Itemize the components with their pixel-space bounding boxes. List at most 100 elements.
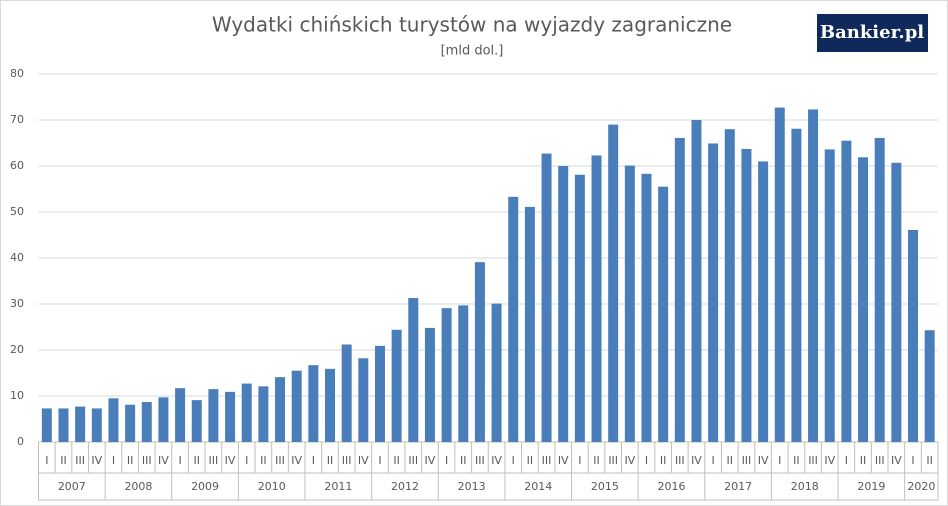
bar [808,109,819,443]
bar [208,389,219,442]
bar [358,358,369,442]
bar [858,157,869,442]
x-tick-label: II [327,454,334,467]
x-tick-label: IV [891,454,902,467]
year-label: 2015 [591,480,619,493]
x-tick-label: II [127,454,134,467]
x-tick-label: I [778,454,781,467]
x-tick-label: I [445,454,448,467]
bar [325,368,336,442]
x-tick-label: IV [91,454,102,467]
bar [591,155,602,443]
y-tick-label: 40 [10,251,24,264]
chart-subtitle: [mld dol.] [441,44,504,59]
x-tick-label: IV [558,454,569,467]
x-tick-label: I [112,454,115,467]
bar [225,391,236,442]
x-tick-label: III [542,454,552,467]
bar [158,397,169,442]
x-tick-label: I [245,454,248,467]
y-tick-label: 60 [10,159,24,172]
x-tick-label: III [875,454,885,467]
year-label: 2014 [524,480,552,493]
bar [708,143,719,442]
bar [175,388,186,442]
bar [91,408,102,442]
bar [774,107,785,442]
bar [508,196,519,442]
bar [141,401,152,442]
year-label: 2019 [857,480,885,493]
bar [108,398,119,442]
year-label: 2020 [907,480,935,493]
y-tick-label: 20 [10,343,24,356]
x-tick-label: III [75,454,85,467]
bar [724,129,735,442]
bar [674,137,685,442]
bar [624,165,635,443]
year-label: 2012 [391,480,419,493]
chart-title: Wydatki chińskich turystów na wyjazdy za… [212,13,732,37]
x-tick-label: IV [691,454,702,467]
bar [891,162,902,442]
bar [125,404,136,442]
x-tick-label: IV [225,454,236,467]
x-tick-label: II [460,454,467,467]
y-tick-label: 30 [10,297,24,310]
bar [408,298,419,442]
x-tick-label: IV [624,454,635,467]
x-tick-label: III [675,454,685,467]
y-tick-label: 50 [10,205,24,218]
x-tick-label: IV [358,454,369,467]
x-tick-label: I [845,454,848,467]
bar [691,120,702,442]
bar [641,173,652,442]
bar [458,305,469,442]
year-label: 2016 [657,480,685,493]
bar [874,137,885,442]
bar [374,345,385,442]
x-tick-label: I [378,454,381,467]
bar [58,408,69,442]
year-label: 2009 [191,480,219,493]
x-tick-label: III [475,454,485,467]
x-tick-label: IV [158,454,169,467]
x-tick-label: IV [491,454,502,467]
x-tick-label: IV [425,454,436,467]
x-tick-label: II [593,454,600,467]
x-tick-label: II [860,454,867,467]
y-tick-label: 80 [10,67,24,80]
bar [424,327,435,442]
bar [608,124,619,442]
bar [75,406,86,442]
bar [791,128,802,443]
bar [258,386,269,442]
year-label: 2007 [58,480,86,493]
x-tick-label: II [660,454,667,467]
x-tick-label: III [808,454,818,467]
bar [41,408,52,442]
x-tick-label: I [712,454,715,467]
bar [758,161,769,442]
bar [558,166,569,442]
x-tick-label: II [193,454,200,467]
bar [908,229,919,442]
bar [841,140,852,442]
year-label: 2013 [458,480,486,493]
x-tick-label: II [727,454,734,467]
x-tick-label: I [911,454,914,467]
bar [241,383,252,442]
x-tick-label: III [209,454,219,467]
logo-box [817,14,928,52]
bar [541,153,552,442]
logo: Bankier.pl [820,22,924,43]
x-tick-label: I [512,454,515,467]
x-tick-label: I [45,454,48,467]
bar [741,148,752,443]
x-tick-label: III [142,454,152,467]
x-tick-label: I [178,454,181,467]
y-tick-label: 0 [17,435,24,448]
